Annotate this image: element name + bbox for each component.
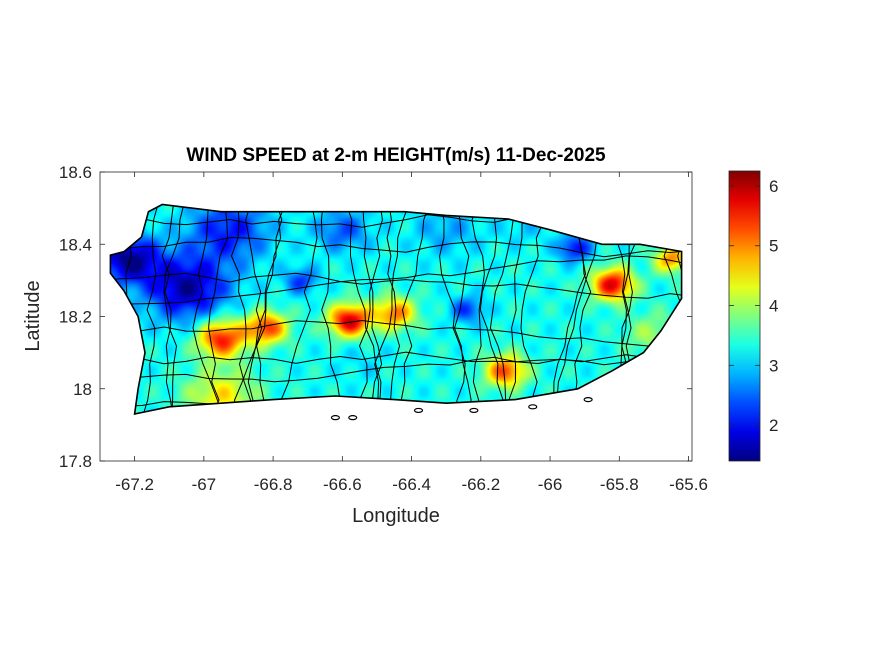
municipality-boundary — [110, 236, 682, 258]
municipality-boundary — [520, 204, 546, 414]
x-tick-label: -66 — [538, 475, 563, 494]
islet-outline — [583, 396, 593, 403]
y-axis-label: Latitude — [22, 280, 44, 351]
municipality-boundary — [161, 204, 175, 414]
municipality-boundary — [398, 204, 431, 414]
y-tick-label: 18.6 — [59, 163, 92, 182]
municipality-boundary — [453, 204, 472, 414]
colorbar-gradient — [728, 170, 761, 462]
y-tick-label: 18.2 — [59, 308, 92, 327]
municipality-boundary — [489, 204, 514, 414]
municipality-boundary — [386, 204, 401, 414]
x-tick-label: -66.6 — [323, 475, 362, 494]
y-axis: 17.8 18 18.2 18.4 18.6 — [59, 163, 692, 471]
x-tick-label: -66.8 — [254, 475, 293, 494]
municipality-boundary — [110, 356, 682, 383]
municipality-boundary — [110, 272, 682, 299]
islet-outline — [413, 407, 424, 414]
x-axis-label: Longitude — [352, 505, 440, 527]
municipality-boundary — [110, 255, 682, 309]
x-tick-label: -65.6 — [669, 475, 708, 494]
islet-outline — [330, 415, 341, 421]
chart-title: WIND SPEED at 2-m HEIGHT(m/s) 11-Dec-202… — [186, 145, 606, 166]
municipality-boundary — [362, 204, 383, 414]
x-tick-label: -67.2 — [115, 475, 154, 494]
islet-outline — [348, 415, 358, 421]
colorbar: 2 3 4 5 6 — [728, 170, 778, 462]
municipality-boundary — [110, 351, 682, 365]
x-tick-label: -67 — [192, 475, 217, 494]
coastline — [109, 203, 683, 416]
colorbar-tick-label: 4 — [769, 297, 778, 316]
x-tick-label: -66.2 — [461, 475, 500, 494]
y-tick-label: 18.4 — [59, 235, 92, 254]
islet-outline — [469, 407, 479, 414]
municipality-boundary — [163, 204, 185, 414]
colorbar-tick-label: 6 — [769, 177, 778, 196]
plot-area — [99, 171, 693, 462]
municipality-boundary — [479, 204, 504, 414]
colorbar-tick-label: 5 — [769, 237, 778, 256]
municipality-boundary — [345, 204, 382, 414]
colorbar-tick-label: 2 — [769, 416, 778, 435]
municipality-boundary — [320, 204, 341, 414]
y-tick-label: 18 — [73, 380, 92, 399]
x-tick-label: -65.8 — [600, 475, 639, 494]
municipality-boundary — [256, 204, 288, 414]
islet-outline — [528, 404, 538, 410]
municipality-boundary — [439, 204, 466, 414]
municipality-boundary — [357, 204, 383, 414]
municipality-boundary — [374, 204, 411, 414]
municipality-boundaries — [110, 204, 682, 414]
x-axis: -67.2 -67 -66.8 -66.6 -66.4 -66.2 -66 -65.8 -65.… — [115, 172, 708, 494]
colorbar-ticks: 2 3 4 5 6 — [729, 177, 778, 435]
municipality-boundary — [110, 319, 682, 352]
municipality-boundary — [500, 204, 529, 414]
x-tick-label: -66.4 — [392, 475, 431, 494]
municipality-boundary — [280, 204, 318, 414]
islets — [330, 396, 593, 421]
municipality-boundary — [192, 204, 224, 414]
municipality-boundary — [246, 204, 283, 414]
y-tick-label: 17.8 — [59, 452, 92, 471]
colorbar-tick-label: 3 — [769, 356, 778, 375]
municipality-boundary — [471, 204, 485, 414]
municipality-boundary — [141, 204, 160, 414]
